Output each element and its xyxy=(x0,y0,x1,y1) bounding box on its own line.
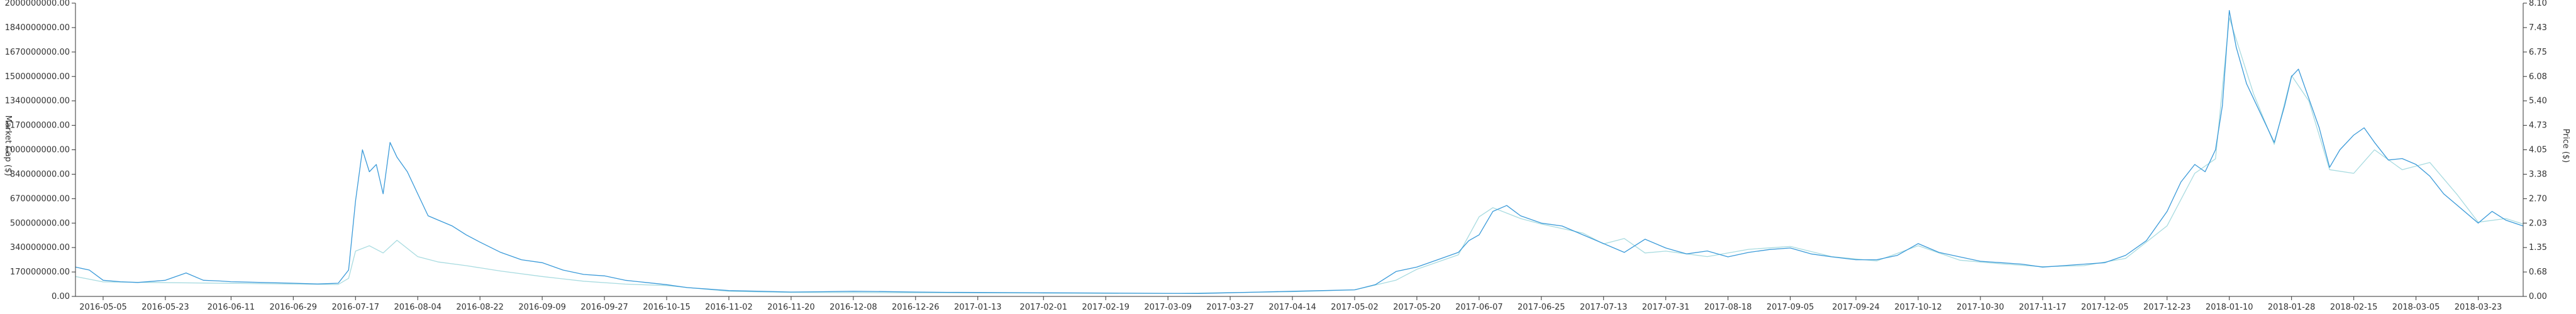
left-tick-label: 1670000000.00 xyxy=(5,48,70,57)
right-tick-label: 8.10 xyxy=(2529,0,2547,8)
x-tick-label: 2017-07-31 xyxy=(1642,303,1690,312)
right-tick-label: 0.00 xyxy=(2529,292,2547,301)
x-tick-label: 2017-02-19 xyxy=(1082,303,1130,312)
right-tick-label: 5.40 xyxy=(2529,97,2547,106)
left-tick-label: 840000000.00 xyxy=(10,170,70,179)
x-tick-label: 2016-10-15 xyxy=(643,303,691,312)
x-tick-label: 2018-03-23 xyxy=(2455,303,2502,312)
x-tick-label: 2016-12-08 xyxy=(830,303,877,312)
left-tick-label: 1500000000.00 xyxy=(5,72,70,82)
x-tick-label: 2016-05-23 xyxy=(142,303,189,312)
right-tick-label: 7.43 xyxy=(2529,23,2547,33)
x-tick-label: 2017-12-23 xyxy=(2143,303,2191,312)
left-tick-label: 1000000000.00 xyxy=(5,146,70,155)
x-tick-label: 2016-07-17 xyxy=(331,303,379,312)
x-tick-label: 2017-10-12 xyxy=(1894,303,1942,312)
x-tick-label: 2017-12-05 xyxy=(2081,303,2129,312)
x-tick-label: 2016-05-05 xyxy=(79,303,127,312)
x-tick-label: 2016-11-20 xyxy=(767,303,815,312)
right-axis-ticks: 0.00 0.68 1.35 2.03 2.70 3.38 4.05 4.73 5.40 6.08… xyxy=(2523,0,2547,301)
x-tick-label: 2017-09-24 xyxy=(1832,303,1880,312)
x-tick-label: 2016-09-27 xyxy=(580,303,628,312)
x-tick-label: 2017-11-17 xyxy=(2019,303,2067,312)
right-tick-label: 4.73 xyxy=(2529,121,2547,131)
right-tick-label: 2.03 xyxy=(2529,219,2547,228)
x-tick-label: 2018-01-10 xyxy=(2206,303,2253,312)
right-tick-label: 3.38 xyxy=(2529,170,2547,179)
left-tick-label: 340000000.00 xyxy=(10,243,70,252)
right-tick-label: 0.68 xyxy=(2529,268,2547,277)
right-tick-label: 1.35 xyxy=(2529,243,2547,252)
x-tick-label: 2016-09-09 xyxy=(518,303,566,312)
x-tick-label: 2017-07-13 xyxy=(1580,303,1628,312)
x-tick-label: 2018-01-28 xyxy=(2268,303,2316,312)
x-tick-label: 2017-01-13 xyxy=(954,303,1002,312)
right-tick-label: 6.75 xyxy=(2529,48,2547,57)
x-tick-label: 2017-05-02 xyxy=(1331,303,1379,312)
left-tick-label: 1840000000.00 xyxy=(5,23,70,33)
x-tick-label: 2016-11-02 xyxy=(705,303,753,312)
x-tick-label: 2018-02-15 xyxy=(2330,303,2378,312)
left-tick-label: 500000000.00 xyxy=(10,219,70,228)
x-tick-label: 2017-08-18 xyxy=(1704,303,1752,312)
left-tick-label: 2000000000.00 xyxy=(5,0,70,8)
left-tick-label: 1340000000.00 xyxy=(5,97,70,106)
market-cap-series-line xyxy=(75,10,2524,294)
x-tick-label: 2017-03-27 xyxy=(1206,303,1254,312)
x-tick-label: 2016-08-22 xyxy=(456,303,504,312)
x-tick-label: 2017-06-07 xyxy=(1455,303,1503,312)
x-tick-label: 2017-02-01 xyxy=(1019,303,1067,312)
price-series-line xyxy=(75,17,2524,295)
x-tick-label: 2016-08-04 xyxy=(394,303,441,312)
x-tick-label: 2017-06-25 xyxy=(1518,303,1565,312)
x-tick-label: 2016-06-11 xyxy=(208,303,255,312)
x-tick-label: 2017-03-09 xyxy=(1144,303,1192,312)
left-tick-label: 1170000000.00 xyxy=(5,121,70,131)
left-axis-title: Market Cap ($) xyxy=(3,116,13,176)
left-tick-label: 670000000.00 xyxy=(10,194,70,203)
x-tick-label: 2018-03-05 xyxy=(2392,303,2440,312)
series-lines xyxy=(75,10,2524,295)
right-tick-label: 4.05 xyxy=(2529,146,2547,155)
left-tick-label: 170000000.00 xyxy=(10,268,70,277)
x-tick-label: 2016-12-26 xyxy=(892,303,940,312)
x-tick-label: 2017-05-20 xyxy=(1393,303,1441,312)
right-tick-label: 2.70 xyxy=(2529,194,2547,203)
right-tick-label: 6.08 xyxy=(2529,72,2547,82)
left-tick-label: 0.00 xyxy=(52,292,70,301)
right-axis-title: Price ($) xyxy=(2561,129,2570,163)
x-tick-label: 2017-10-30 xyxy=(1957,303,2004,312)
x-axis-ticks: 2016-05-05 2016-05-23 2016-06-11 2016-06-29… xyxy=(79,296,2502,312)
x-tick-label: 2017-09-05 xyxy=(1767,303,1814,312)
left-axis-ticks: 0.00 170000000.00 340000000.00 500000000.00… xyxy=(5,0,75,301)
x-tick-label: 2016-06-29 xyxy=(270,303,318,312)
x-tick-label: 2017-04-14 xyxy=(1269,303,1316,312)
